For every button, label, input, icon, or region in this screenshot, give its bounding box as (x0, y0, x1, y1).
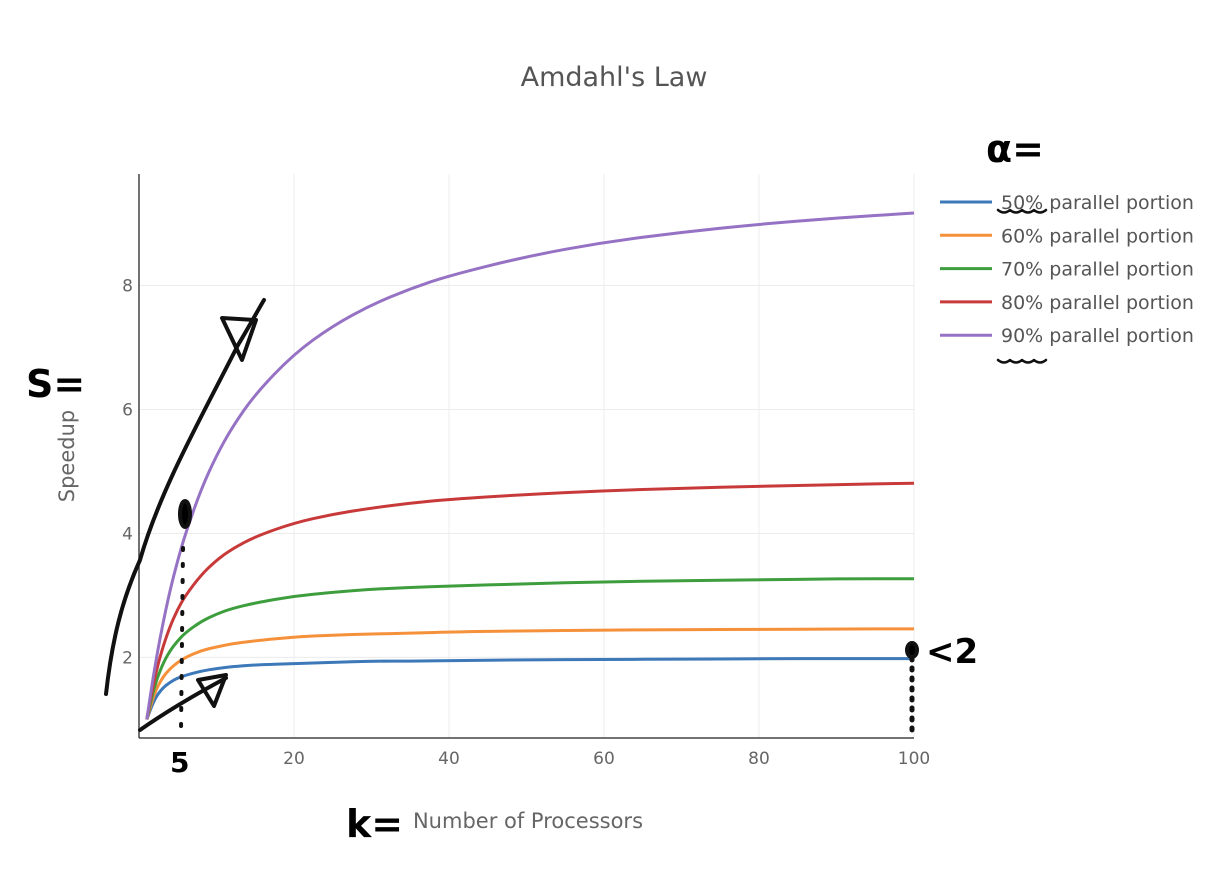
speedup-symbol-annotation: S= (26, 362, 85, 406)
tick-labels: 20 40 60 80 100 2 4 6 8 (122, 277, 930, 769)
handwritten-annotations: S= α= k= 5 <2 (26, 127, 1048, 846)
series-line-80pct (145, 481, 915, 720)
y-tick-label: 2 (122, 648, 133, 668)
legend-entry[interactable]: 60% parallel portion (1001, 225, 1194, 247)
lower-arrow-head (196, 673, 228, 708)
legend-entry[interactable]: 70% parallel portion (1001, 259, 1194, 281)
series-line-90pct (145, 211, 915, 720)
legend-entry[interactable]: 90% parallel portion (1001, 325, 1194, 347)
series-lines (145, 211, 915, 720)
series-line-70pct (145, 577, 914, 720)
dotted-guide-x5 (179, 546, 185, 732)
upper-arrow-head (220, 316, 258, 362)
x-tick-label: 100 (898, 749, 930, 769)
axes (138, 174, 914, 739)
legend[interactable]: 50% parallel portion 60% parallel portion… (940, 192, 1194, 347)
series-line-50pct (145, 657, 914, 720)
upper-arrow-stroke (104, 298, 266, 696)
x-tick-label: 20 (283, 749, 305, 769)
point-marker-limit (905, 641, 919, 659)
legend-entry[interactable]: 80% parallel portion (1001, 292, 1194, 314)
alpha-underline-90 (996, 358, 1048, 364)
y-tick-label: 4 (122, 524, 133, 544)
x-five-annotation: 5 (170, 746, 189, 779)
chart-title: Amdahl's Law (521, 62, 708, 93)
series-line-60pct (145, 627, 914, 720)
k-symbol-annotation: k= (346, 802, 403, 846)
x-tick-label: 60 (593, 749, 615, 769)
y-axis-label: Speedup (55, 410, 79, 502)
limit-two-annotation: <2 (926, 632, 978, 672)
alpha-symbol-annotation: α= (986, 127, 1044, 171)
x-tick-label: 40 (438, 749, 460, 769)
lower-arrow-stroke (138, 676, 228, 732)
legend-entry[interactable]: 50% parallel portion (1001, 192, 1194, 214)
grid-lines (139, 174, 915, 738)
x-tick-label: 80 (748, 749, 770, 769)
y-tick-label: 8 (122, 277, 133, 297)
x-axis-label: Number of Processors (413, 809, 643, 833)
y-tick-label: 6 (122, 401, 133, 421)
alpha-underline-50 (996, 208, 1048, 214)
point-marker-90 (178, 499, 192, 529)
